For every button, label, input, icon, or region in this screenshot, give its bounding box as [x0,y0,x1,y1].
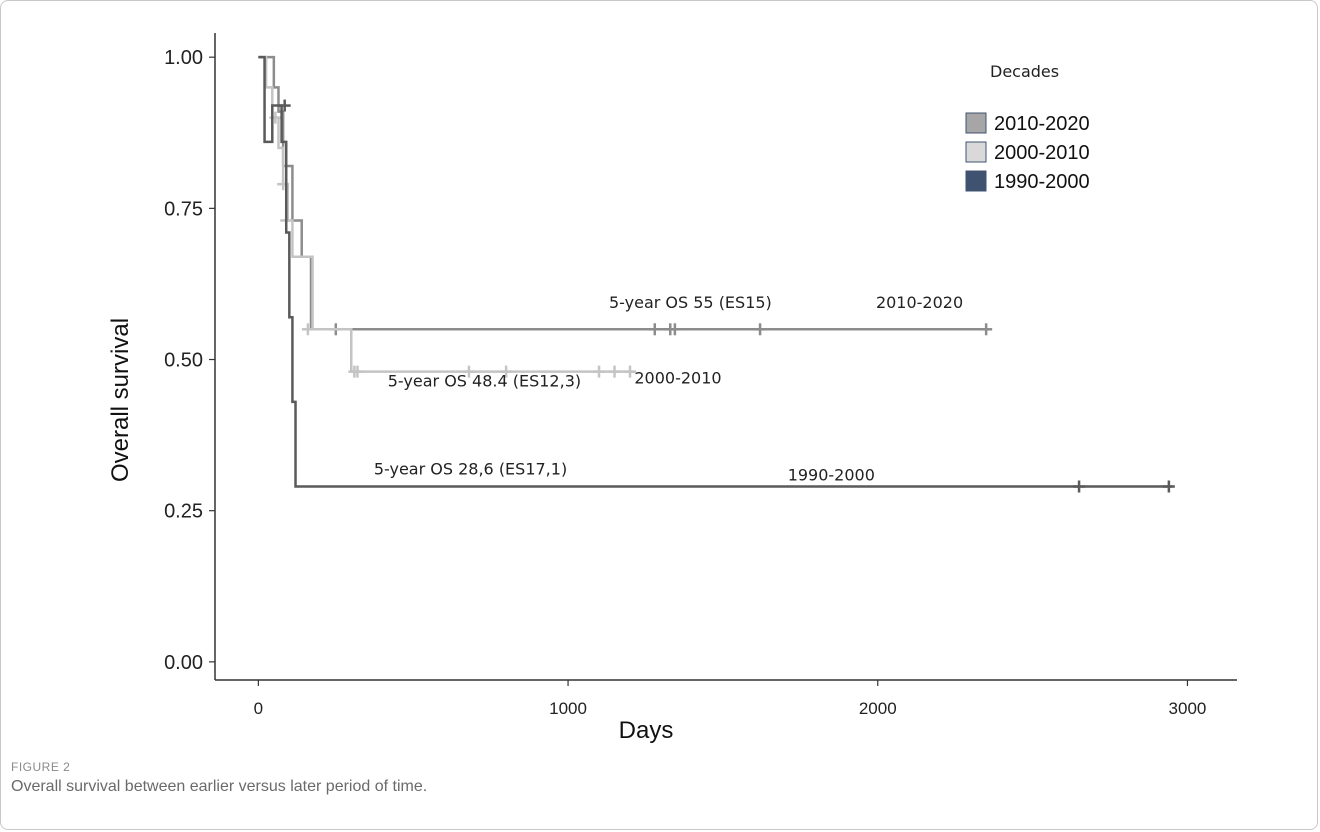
censor-mark [351,365,364,378]
y-tick-label: 1.00 [164,47,203,69]
censor-mark [1073,480,1086,493]
legend-title: Decades [990,62,1059,81]
annotation-label: 5-year OS 48.4 (ES12,3) [388,372,581,391]
censor-mark [462,365,475,378]
censor-mark [500,365,513,378]
censor-mark [668,323,681,336]
survival-curve-1990-2000 [258,55,1172,488]
x-axis-title: Days [619,717,674,744]
censor-mark [593,365,606,378]
y-tick-label: 0.00 [164,652,203,674]
annotation-label: 1990-2000 [788,465,875,484]
y-tick-label: 0.50 [164,350,203,372]
x-tick-label: 3000 [1169,699,1207,718]
survival-curve-2010-2020 [258,55,987,331]
y-tick-label: 0.25 [164,501,203,523]
annotation-label: 5-year OS 28,6 (ES17,1) [374,459,567,478]
x-tick-label: 1000 [549,699,587,718]
y-tick-label: 0.75 [164,198,203,220]
censor-mark [608,365,621,378]
annotation-label: 2010-2020 [876,293,963,312]
censor-mark [623,365,636,378]
censor-mark [301,323,314,336]
x-tick-label: 2000 [859,699,897,718]
plot-area [258,55,1175,493]
legend-swatch [965,141,987,163]
figure-caption: Overall survival between earlier versus … [11,778,428,795]
survival-curve-2000-2010 [258,55,635,373]
y-axis-title: Overall survival [107,318,134,482]
axis-ticks: 0 1000 2000 3000 0.00 0.25 0.50 0.75 1.00 [164,47,1206,718]
legend-swatch [965,112,987,134]
censor-mark [1162,480,1175,493]
annotation-label: 5-year OS 55 (ES15) [609,293,772,312]
figure-label: FIGURE 2 [11,760,71,774]
legend-label: 1990-2000 [994,171,1090,193]
legend: Decades 2010-2020 2000-2010 1990-2000 [965,62,1090,193]
annotations: 5-year OS 55 (ES15) 2010-2020 5-year OS 48… [374,293,963,484]
censor-mark [648,323,661,336]
censor-mark [754,323,767,336]
x-tick-label: 0 [254,699,263,718]
legend-label: 2000-2010 [994,142,1090,164]
annotation-label: 2000-2010 [634,369,721,388]
legend-swatch [965,170,987,192]
censor-mark [278,99,291,112]
censor-mark [980,323,993,336]
legend-label: 2010-2020 [994,113,1090,135]
survival-chart: 0 1000 2000 3000 0.00 0.25 0.50 0.75 1.00 Days O… [107,33,1237,744]
